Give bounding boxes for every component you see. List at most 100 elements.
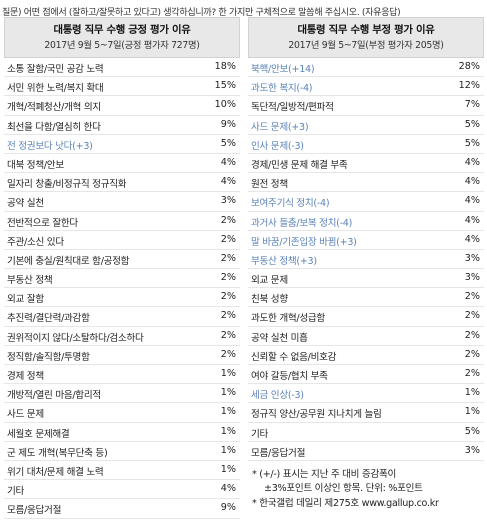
footnote-line: ±3%포인트 이상인 항목. 단위: %포인트 bbox=[264, 483, 423, 495]
negative-reason-row: 원전 정책 4% bbox=[248, 173, 484, 193]
reason-label: 원전 정책 bbox=[251, 179, 288, 191]
reason-percent: 5% bbox=[464, 118, 480, 130]
reason-percent: 4% bbox=[220, 176, 236, 188]
reason-label: 모름/응답거절 bbox=[251, 447, 306, 459]
negative-reason-row: 독단적/일방적/편파적 7% bbox=[248, 96, 484, 116]
negative-reason-row: 과도한 개혁/성급함 2% bbox=[248, 307, 484, 327]
negative-reason-row: 인사 문제(-3) 5% bbox=[248, 135, 484, 154]
reason-label: 경제/민생 문제 해결 부족 bbox=[251, 159, 348, 171]
reason-percent: 3% bbox=[464, 252, 480, 264]
reason-percent: 1% bbox=[220, 444, 236, 456]
reason-percent: 4% bbox=[464, 176, 480, 188]
reason-label: 사드 문제(+3) bbox=[251, 121, 309, 133]
positive-reason-row: 외교 잘함 2% bbox=[4, 288, 240, 308]
positive-reason-row: 모름/응답거절 9% bbox=[4, 499, 240, 519]
reason-label: 독단적/일방적/편파적 bbox=[251, 102, 334, 114]
positive-reason-row: 공약 실천 3% bbox=[4, 192, 240, 212]
negative-reason-row: 과거사 들춤/보복 정치(-4) 4% bbox=[248, 212, 484, 231]
reason-label: 일자리 창출/비정규직 정규직화 bbox=[7, 179, 127, 191]
footnotes: * (+/-) 표시는 지난 주 대비 증감폭이 ±3%포인트 이상인 항목. … bbox=[248, 468, 484, 512]
negative-reason-row: 과도한 복지(-4) 12% bbox=[248, 77, 484, 97]
reason-percent: 3% bbox=[220, 195, 236, 207]
negative-panel-subtitle: 2017년 9월 5~7일(부정 평가자 205명) bbox=[288, 40, 444, 51]
positive-reason-row: 정직함/솔직함/투명함 2% bbox=[4, 346, 240, 365]
negative-reason-row: 기타 5% bbox=[248, 423, 484, 442]
negative-reason-row: 북핵/안보(+14) 28% bbox=[248, 58, 484, 78]
reason-label: 외교 잘함 bbox=[7, 294, 44, 306]
reason-percent: 1% bbox=[220, 387, 236, 399]
positive-reason-row: 최선을 다함/열심히 한다 9% bbox=[4, 116, 240, 135]
reason-label: 친북 성향 bbox=[251, 294, 288, 306]
reason-label: 정규직 양산/공무원 지나치게 늘림 bbox=[251, 409, 382, 421]
reason-label: 모름/응답거절 bbox=[7, 505, 62, 517]
reason-percent: 12% bbox=[458, 80, 480, 92]
positive-reason-row: 기본에 충실/원칙대로 함/공정함 2% bbox=[4, 250, 240, 270]
reason-percent: 2% bbox=[220, 252, 236, 264]
reason-percent: 2% bbox=[220, 272, 236, 284]
reason-label: 사드 문제 bbox=[7, 409, 44, 421]
reason-percent: 2% bbox=[220, 329, 236, 341]
reason-label: 개혁/적폐청산/개혁 의지 bbox=[7, 102, 101, 114]
positive-reason-row: 군 제도 개혁(복무단축 등) 1% bbox=[4, 442, 240, 461]
negative-panel-header: 대통령 직무 수행 부정 평가 이유 2017년 9월 5~7일(부정 평가자 … bbox=[248, 17, 484, 58]
question-text: 질문) 어떤 점에서 (잘하고/잘못하고 있다고) 생각하십니까? 한 가지만 … bbox=[2, 8, 401, 18]
reason-label: 인사 문제(-3) bbox=[251, 140, 304, 152]
positive-panel-title: 대통령 직무 수행 긍정 평가 이유 bbox=[53, 24, 191, 36]
positive-reason-row: 주관/소신 있다 2% bbox=[4, 231, 240, 250]
negative-reason-row: 보여주기식 정치(-4) 4% bbox=[248, 192, 484, 212]
reason-label: 부동산 정책(+3) bbox=[251, 255, 317, 267]
reason-label: 서민 위한 노력/복지 확대 bbox=[7, 83, 104, 95]
reason-label: 과도한 복지(-4) bbox=[251, 83, 313, 95]
reason-label: 세금 인상(-3) bbox=[251, 390, 304, 402]
reason-label: 과거사 들춤/보복 정치(-4) bbox=[251, 217, 353, 229]
positive-reason-row: 개방적/열린 마음/합리적 1% bbox=[4, 384, 240, 404]
reason-label: 위기 대처/문제 해결 노력 bbox=[7, 466, 104, 478]
positive-reason-row: 소통 잘함/국민 공감 노력 18% bbox=[4, 58, 240, 78]
reason-label: 말 바꿈/기존입장 바뀜(+3) bbox=[251, 236, 357, 248]
positive-reason-row: 기타 4% bbox=[4, 480, 240, 500]
reason-percent: 4% bbox=[220, 156, 236, 168]
reason-label: 보여주기식 정치(-4) bbox=[251, 198, 330, 210]
positive-reason-row: 경제 정책 1% bbox=[4, 365, 240, 385]
reason-percent: 1% bbox=[464, 387, 480, 399]
negative-reason-row: 사드 문제(+3) 5% bbox=[248, 116, 484, 135]
negative-reasons-panel: 대통령 직무 수행 부정 평가 이유 2017년 9월 5~7일(부정 평가자 … bbox=[248, 17, 484, 511]
reason-percent: 1% bbox=[220, 368, 236, 379]
reason-percent: 9% bbox=[220, 118, 236, 130]
reason-label: 전반적으로 잘한다 bbox=[7, 217, 78, 229]
reason-label: 소통 잘함/국민 공감 노력 bbox=[7, 64, 104, 75]
reason-percent: 4% bbox=[464, 233, 480, 245]
reason-label: 외교 문제 bbox=[251, 275, 288, 287]
positive-reasons-table: 소통 잘함/국민 공감 노력 18% 서민 위한 노력/복지 확대 15% 개혁/적폐청… bbox=[4, 58, 240, 519]
reason-percent: 4% bbox=[464, 214, 480, 226]
negative-reason-row: 친북 성향 2% bbox=[248, 288, 484, 308]
reason-label: 개방적/열린 마음/합리적 bbox=[7, 390, 101, 402]
reason-percent: 7% bbox=[464, 99, 480, 111]
reason-percent: 18% bbox=[214, 61, 236, 72]
negative-reason-row: 부동산 정책(+3) 3% bbox=[248, 250, 484, 270]
reason-percent: 2% bbox=[464, 368, 480, 379]
reason-label: 경제 정책 bbox=[7, 371, 44, 382]
negative-reason-row: 경제/민생 문제 해결 부족 4% bbox=[248, 154, 484, 174]
positive-reason-row: 추진력/결단력/과감함 2% bbox=[4, 307, 240, 327]
positive-panel-subtitle: 2017년 9월 5~7일(긍정 평가자 727명) bbox=[44, 40, 200, 51]
reason-label: 북핵/안보(+14) bbox=[251, 64, 315, 75]
positive-reason-row: 대북 정책/안보 4% bbox=[4, 154, 240, 174]
reason-percent: 10% bbox=[214, 99, 236, 111]
reason-percent: 4% bbox=[464, 195, 480, 207]
reason-percent: 2% bbox=[220, 291, 236, 303]
reason-percent: 1% bbox=[220, 425, 236, 437]
positive-reason-row: 권위적이지 않다/소탈하다/검소하다 2% bbox=[4, 327, 240, 346]
reason-percent: 4% bbox=[220, 483, 236, 495]
reason-label: 전 정권보다 낫다(+3) bbox=[7, 140, 93, 152]
reason-percent: 2% bbox=[220, 348, 236, 360]
reason-percent: 5% bbox=[220, 137, 236, 149]
positive-reasons-panel: 대통령 직무 수행 긍정 평가 이유 2017년 9월 5~7일(긍정 평가자 … bbox=[4, 17, 240, 519]
reason-percent: 2% bbox=[220, 233, 236, 245]
negative-panel-title: 대통령 직무 수행 부정 평가 이유 bbox=[297, 24, 435, 36]
reason-label: 최선을 다함/열심히 한다 bbox=[7, 121, 101, 133]
positive-reason-row: 사드 문제 1% bbox=[4, 403, 240, 423]
positive-reason-row: 일자리 창출/비정규직 정규직화 4% bbox=[4, 173, 240, 193]
negative-reasons-table: 북핵/안보(+14) 28% 과도한 복지(-4) 12% 독단적/일방적/편파적 7% 사… bbox=[248, 58, 484, 461]
positive-reason-row: 서민 위한 노력/복지 확대 15% bbox=[4, 77, 240, 97]
